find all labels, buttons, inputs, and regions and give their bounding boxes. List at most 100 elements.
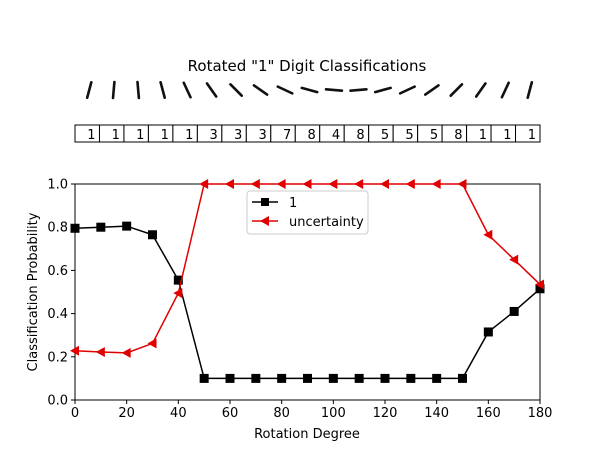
data-point-1	[251, 373, 261, 383]
data-point-uncertainty	[225, 179, 234, 189]
legend-marker-uncertainty	[260, 216, 269, 226]
predicted-label: 1	[87, 128, 95, 143]
digit-stroke	[300, 86, 319, 94]
data-point-1	[122, 221, 132, 231]
y-tick-label: 0.4	[47, 307, 68, 322]
rotated-digit	[324, 88, 344, 92]
predicted-label: 8	[356, 128, 364, 143]
rotated-digit	[205, 82, 218, 98]
predicted-label: 1	[161, 128, 169, 143]
x-tick-label: 180	[528, 406, 553, 421]
digit-stroke	[526, 80, 534, 100]
x-tick-label: 60	[222, 406, 239, 421]
data-point-1	[277, 373, 287, 383]
data-point-uncertainty	[147, 338, 157, 349]
y-axis-label: Classification Probability	[26, 212, 41, 371]
y-tick-label: 0.6	[47, 264, 68, 279]
predicted-label: 1	[528, 128, 536, 143]
x-tick-label: 20	[118, 406, 135, 421]
digit-stroke	[205, 82, 218, 98]
rotated-digit	[276, 85, 294, 95]
y-tick-label: 0.2	[47, 350, 68, 365]
series-group	[70, 179, 545, 383]
data-point-uncertainty	[95, 347, 105, 358]
data-point-1	[458, 373, 467, 383]
digit-stroke	[398, 85, 416, 95]
data-point-uncertainty	[121, 347, 131, 358]
digit-stroke	[500, 81, 510, 99]
data-point-uncertainty	[483, 229, 493, 240]
digit-stroke	[276, 85, 294, 95]
x-tick-label: 80	[273, 406, 290, 421]
predicted-label: 1	[185, 128, 193, 143]
digit-stroke	[136, 80, 141, 100]
data-point-uncertainty	[354, 179, 364, 189]
rotated-digit	[349, 88, 368, 92]
predicted-label: 5	[381, 128, 389, 143]
legend-marker-1	[261, 198, 269, 206]
rotated-digit-images	[85, 80, 534, 100]
data-point-1	[509, 306, 519, 316]
x-tick-label: 100	[321, 406, 346, 421]
digit-stroke	[474, 82, 487, 98]
predicted-label: 1	[112, 128, 120, 143]
x-axis-ticks: 0 20 40 60 80 100 120 140 160 180	[71, 400, 553, 421]
x-tick-label: 120	[373, 406, 398, 421]
y-tick-label: 1.0	[47, 178, 68, 193]
rotated-digit	[111, 80, 116, 100]
rotated-digit	[252, 84, 269, 96]
data-point-1	[406, 373, 416, 383]
data-point-uncertainty	[457, 179, 467, 189]
data-point-1	[96, 222, 106, 232]
data-point-uncertainty	[250, 179, 260, 189]
data-point-1	[199, 373, 209, 383]
data-point-uncertainty	[328, 179, 338, 189]
data-point-uncertainty	[431, 179, 441, 189]
data-point-1	[148, 230, 157, 240]
y-tick-label: 0.8	[47, 221, 68, 236]
predicted-label: 1	[503, 128, 511, 143]
rotated-digit	[85, 80, 93, 100]
rotated-digit	[136, 80, 141, 100]
data-point-1	[173, 275, 183, 285]
predicted-label: 5	[405, 128, 413, 143]
data-point-1	[225, 373, 235, 383]
predicted-label: 8	[454, 128, 462, 143]
x-axis-label: Rotation Degree	[254, 427, 360, 442]
digit-stroke	[373, 86, 392, 94]
rotated-digit	[500, 81, 510, 99]
data-point-1	[432, 373, 442, 383]
chart-title: Rotated "1" Digit Classifications	[188, 57, 427, 75]
predicted-label: 3	[259, 128, 267, 143]
predicted-label: 3	[234, 128, 242, 143]
digit-stroke	[111, 80, 116, 100]
data-point-uncertainty	[173, 288, 183, 299]
data-point-1	[380, 373, 390, 383]
x-tick-label: 160	[476, 406, 501, 421]
rotated-digit	[449, 83, 464, 97]
rotated-digit	[182, 81, 192, 99]
digit-stroke	[449, 83, 464, 97]
rotated-digit	[424, 84, 440, 96]
digit-stroke	[349, 88, 368, 92]
rotated-digit	[159, 80, 167, 100]
predicted-label: 7	[283, 128, 291, 143]
legend: 1 uncertainty	[246, 190, 369, 235]
data-point-1	[354, 373, 364, 383]
predicted-label: 1	[479, 128, 487, 143]
x-tick-label: 140	[424, 406, 449, 421]
data-point-1	[328, 373, 338, 383]
predicted-label: 4	[332, 128, 340, 143]
x-tick-label: 0	[71, 406, 79, 421]
rotated-digit	[300, 86, 319, 94]
rotated-digit	[398, 85, 416, 95]
predicted-label: 5	[430, 128, 438, 143]
data-point-uncertainty	[535, 279, 544, 290]
data-point-uncertainty	[276, 179, 286, 189]
data-point-uncertainty	[302, 179, 312, 189]
x-tick-label: 40	[170, 406, 187, 421]
y-tick-label: 0.0	[47, 394, 68, 409]
digit-stroke	[229, 83, 244, 97]
